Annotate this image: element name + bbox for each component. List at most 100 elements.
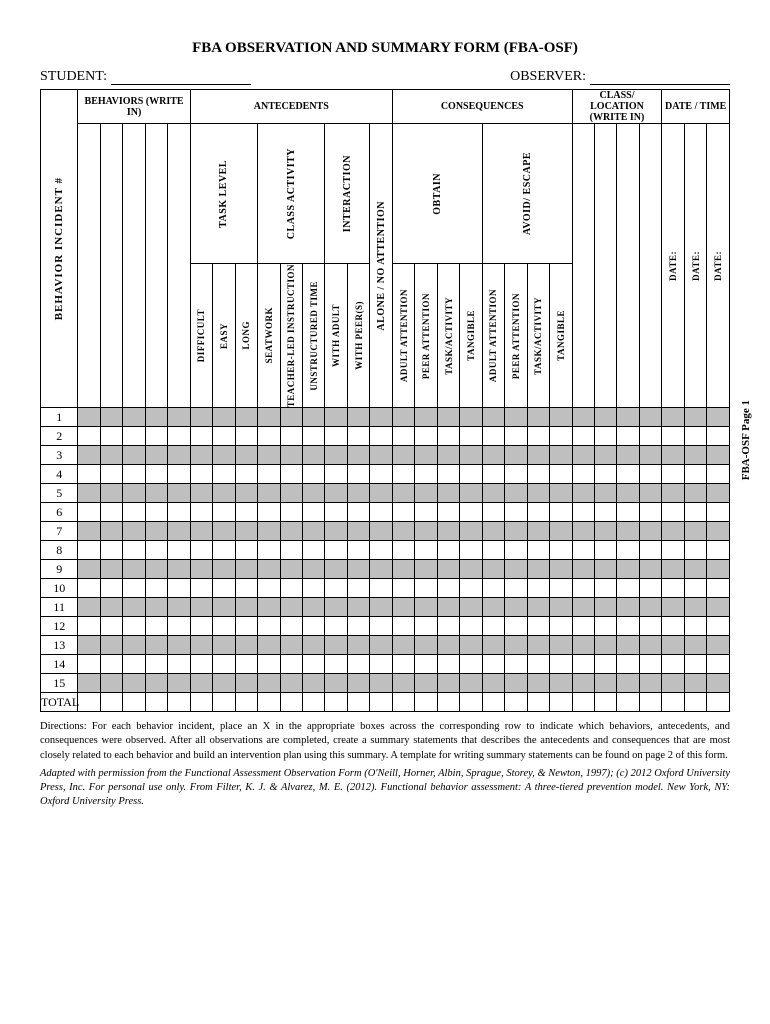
grid-cell[interactable] [482,541,504,560]
grid-cell[interactable] [168,598,190,617]
grid-cell[interactable] [392,598,414,617]
grid-cell[interactable] [123,617,145,636]
grid-cell[interactable] [505,598,527,617]
grid-cell[interactable] [100,465,122,484]
grid-cell[interactable] [145,636,167,655]
grid-cell[interactable] [639,522,661,541]
grid-cell[interactable] [123,465,145,484]
grid-cell[interactable] [370,503,393,522]
grid-cell[interactable] [78,484,100,503]
grid-cell[interactable] [572,560,594,579]
grid-cell[interactable] [617,408,639,427]
grid-cell[interactable] [213,427,235,446]
grid-cell[interactable] [572,693,594,712]
grid-cell[interactable] [415,484,437,503]
grid-cell[interactable] [258,503,280,522]
grid-cell[interactable] [707,674,730,693]
grid-cell[interactable] [617,598,639,617]
grid-cell[interactable] [325,408,347,427]
grid-cell[interactable] [123,674,145,693]
grid-cell[interactable] [123,484,145,503]
grid-cell[interactable] [684,655,706,674]
grid-cell[interactable] [100,446,122,465]
grid-cell[interactable] [325,522,347,541]
grid-cell[interactable] [662,636,684,655]
grid-cell[interactable] [100,617,122,636]
grid-cell[interactable] [258,674,280,693]
grid-cell[interactable] [460,655,482,674]
grid-cell[interactable] [505,484,527,503]
grid-cell[interactable] [415,465,437,484]
grid-cell[interactable] [100,484,122,503]
grid-cell[interactable] [325,693,347,712]
grid-cell[interactable] [527,484,549,503]
grid-cell[interactable] [550,522,573,541]
grid-cell[interactable] [662,579,684,598]
grid-cell[interactable] [505,465,527,484]
grid-cell[interactable] [213,541,235,560]
grid-cell[interactable] [213,408,235,427]
grid-cell[interactable] [437,427,459,446]
grid-cell[interactable] [527,522,549,541]
grid-cell[interactable] [302,484,324,503]
grid-cell[interactable] [639,465,661,484]
grid-cell[interactable] [258,427,280,446]
grid-cell[interactable] [482,503,504,522]
grid-cell[interactable] [550,465,573,484]
grid-cell[interactable] [213,503,235,522]
grid-cell[interactable] [662,560,684,579]
grid-cell[interactable] [258,522,280,541]
grid-cell[interactable] [347,541,369,560]
grid-cell[interactable] [235,560,257,579]
grid-cell[interactable] [684,484,706,503]
grid-cell[interactable] [78,579,100,598]
grid-cell[interactable] [100,636,122,655]
grid-cell[interactable] [392,408,414,427]
grid-cell[interactable] [145,598,167,617]
grid-cell[interactable] [168,484,190,503]
grid-cell[interactable] [325,617,347,636]
grid-cell[interactable] [684,446,706,465]
grid-cell[interactable] [684,408,706,427]
grid-cell[interactable] [123,541,145,560]
grid-cell[interactable] [392,560,414,579]
grid-cell[interactable] [370,636,393,655]
grid-cell[interactable] [258,408,280,427]
grid-cell[interactable] [482,408,504,427]
grid-cell[interactable] [595,674,617,693]
grid-cell[interactable] [302,655,324,674]
grid-cell[interactable] [527,560,549,579]
grid-cell[interactable] [482,636,504,655]
grid-cell[interactable] [190,503,212,522]
grid-cell[interactable] [572,446,594,465]
grid-cell[interactable] [595,541,617,560]
grid-cell[interactable] [617,693,639,712]
grid-cell[interactable] [639,655,661,674]
grid-cell[interactable] [123,522,145,541]
grid-cell[interactable] [235,484,257,503]
grid-cell[interactable] [258,560,280,579]
grid-cell[interactable] [617,617,639,636]
grid-cell[interactable] [100,541,122,560]
grid-cell[interactable] [684,598,706,617]
grid-cell[interactable] [707,541,730,560]
grid-cell[interactable] [572,655,594,674]
grid-cell[interactable] [617,655,639,674]
grid-cell[interactable] [662,655,684,674]
grid-cell[interactable] [302,693,324,712]
grid-cell[interactable] [617,541,639,560]
grid-cell[interactable] [437,522,459,541]
grid-cell[interactable] [460,674,482,693]
grid-cell[interactable] [213,655,235,674]
grid-cell[interactable] [235,674,257,693]
grid-cell[interactable] [460,617,482,636]
grid-cell[interactable] [78,465,100,484]
grid-cell[interactable] [325,655,347,674]
grid-cell[interactable] [280,617,302,636]
grid-cell[interactable] [415,674,437,693]
grid-cell[interactable] [550,408,573,427]
grid-cell[interactable] [572,465,594,484]
grid-cell[interactable] [123,598,145,617]
grid-cell[interactable] [145,693,167,712]
student-field[interactable]: STUDENT: [40,69,251,85]
